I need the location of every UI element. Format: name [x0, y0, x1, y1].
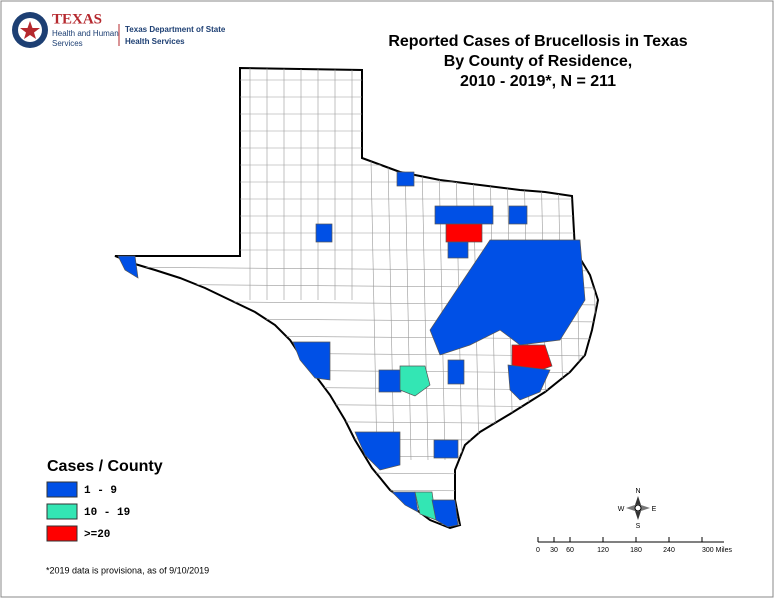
scale-label: 30	[550, 547, 558, 554]
county	[431, 499, 459, 528]
county	[433, 439, 459, 459]
logo-text: Health Services	[125, 37, 185, 46]
county	[292, 341, 331, 381]
compass-center	[634, 504, 642, 512]
legend-swatch	[46, 503, 78, 520]
legend-title: Cases / County	[47, 458, 163, 475]
compass-label: W	[618, 506, 625, 513]
logo-text: Services	[52, 39, 83, 48]
county	[508, 205, 528, 225]
county	[117, 255, 139, 279]
legend-label: 1 - 9	[84, 485, 117, 497]
title: Reported Cases of Brucellosis in Texas B…	[388, 33, 687, 90]
compass-label: S	[636, 523, 641, 530]
county	[378, 369, 402, 393]
title-line: By County of Residence,	[444, 53, 632, 70]
scale-bar: 0 30 60 120 180 240 300 Miles	[536, 537, 732, 554]
title-line: 2010 - 2019*, N = 211	[460, 73, 616, 90]
county	[315, 223, 333, 243]
footnote: *2019 data is provisiona, as of 9/10/201…	[46, 565, 209, 575]
county	[434, 205, 494, 225]
scale-label: 60	[566, 547, 574, 554]
seal-star	[20, 21, 40, 39]
legend-swatch	[46, 481, 78, 498]
scale-label: 240	[663, 547, 675, 554]
counties	[117, 171, 586, 528]
county	[445, 223, 483, 243]
county	[447, 241, 469, 259]
compass: N S E W	[618, 488, 657, 530]
compass-label: E	[652, 506, 657, 513]
scale-label: 300 Miles	[702, 547, 732, 554]
scale-label: 180	[630, 547, 642, 554]
legend-label: 10 - 19	[84, 507, 130, 519]
legend-label: >=20	[84, 529, 110, 541]
legend-swatch	[46, 525, 78, 542]
compass-label: N	[635, 488, 640, 495]
logo: TEXAS Health and Human Services Texas De…	[12, 11, 226, 48]
county	[429, 239, 586, 356]
county	[399, 365, 431, 397]
title-line: Reported Cases of Brucellosis in Texas	[388, 33, 687, 50]
county	[391, 491, 419, 513]
logo-text: Texas Department of State	[125, 25, 226, 34]
scale-label: 120	[597, 547, 609, 554]
county	[447, 359, 465, 385]
county	[354, 431, 401, 471]
county	[507, 364, 551, 401]
logo-brand: TEXAS	[52, 11, 102, 27]
scale-label: 0	[536, 547, 540, 554]
county	[396, 171, 415, 187]
legend: Cases / County 1 - 9 10 - 19 >=20	[46, 458, 163, 542]
logo-text: Health and Human	[52, 29, 119, 38]
